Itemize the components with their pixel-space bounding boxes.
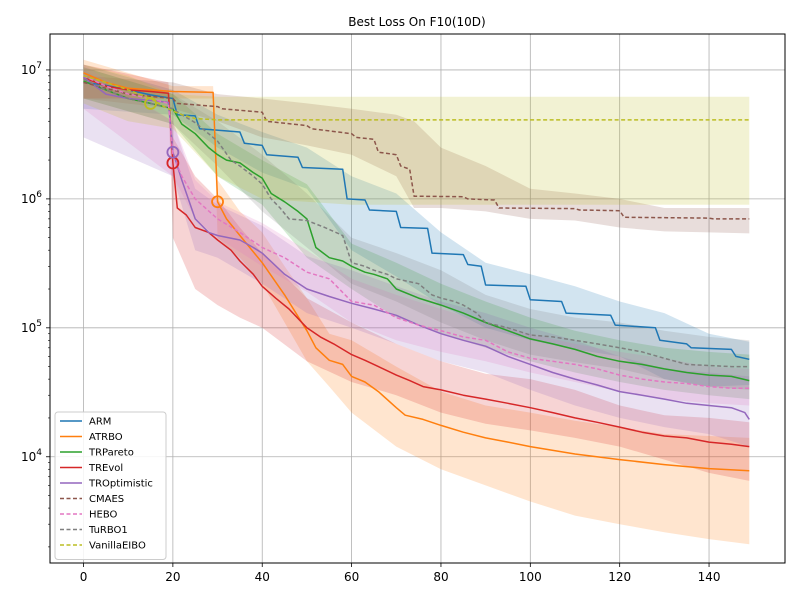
legend-label-cmaes: CMAES	[89, 494, 124, 505]
x-tick-label: 120	[608, 570, 631, 584]
x-tick-label: 60	[344, 570, 359, 584]
atrbo-band	[83, 59, 750, 545]
trpareto-line	[83, 80, 750, 382]
series-markers	[144, 97, 224, 209]
x-tick-label: 40	[255, 570, 270, 584]
x-tick-label: 100	[519, 570, 542, 584]
legend-label-trpareto: TRPareto	[88, 448, 134, 459]
series-lines	[83, 72, 750, 472]
x-tick-label: 0	[80, 570, 88, 584]
legend-label-troptimistic: TROptimistic	[88, 479, 153, 490]
grid	[50, 34, 785, 563]
y-tick-exponent: 4	[36, 448, 42, 458]
trevol-band	[83, 64, 750, 481]
trevol-line	[83, 76, 750, 448]
arm-line	[83, 81, 750, 361]
cmaes-line	[83, 81, 750, 220]
y-tick-base: 10	[21, 63, 36, 77]
x-tick-label: 20	[165, 570, 180, 584]
legend-label-trevol: TREvol	[88, 463, 123, 474]
turbo1-line	[83, 78, 750, 368]
plot-area-frame	[49, 33, 786, 564]
x-tick-label: 80	[433, 570, 448, 584]
atrbo-marker	[211, 195, 224, 209]
legend-box	[54, 411, 167, 560]
legend-label-turbo1: TuRBO1	[88, 525, 128, 536]
legend: ARM ATRBO TRPareto TREvol TROptimistic CMAES H…	[54, 411, 167, 560]
legend-label-vanillaeibo: VanillaEIBO	[89, 541, 146, 552]
legend-label-hebo: HEBO	[89, 510, 118, 521]
arm-band	[83, 64, 750, 387]
atrbo-line	[83, 72, 750, 472]
troptimistic-line	[83, 76, 750, 420]
x-tick-label: 140	[698, 570, 721, 584]
y-tick-exponent: 6	[36, 190, 42, 200]
cmaes-band	[83, 75, 750, 234]
y-tick-label: 105	[21, 319, 42, 335]
y-tick-base: 10	[21, 450, 36, 464]
vanillaeibo-marker	[144, 97, 157, 110]
chart-title: Best Loss On F10(10D)	[348, 15, 485, 29]
vanillaeibo-line	[83, 75, 750, 121]
legend-label-atrbo: ATRBO	[89, 432, 123, 443]
y-tick-base: 10	[21, 321, 36, 335]
y-tick-label: 107	[21, 61, 42, 77]
legend-label-arm: ARM	[89, 417, 111, 428]
y-tick-exponent: 7	[36, 61, 42, 71]
troptimistic-marker	[166, 145, 180, 159]
y-tick-exponent: 5	[36, 319, 42, 329]
x-axis: 0 20 40 60 80 100 120 140	[80, 563, 721, 584]
y-tick-base: 10	[21, 192, 36, 206]
turbo1-band	[83, 67, 750, 390]
y-tick-label: 104	[21, 448, 42, 464]
y-tick-label: 106	[21, 190, 42, 206]
